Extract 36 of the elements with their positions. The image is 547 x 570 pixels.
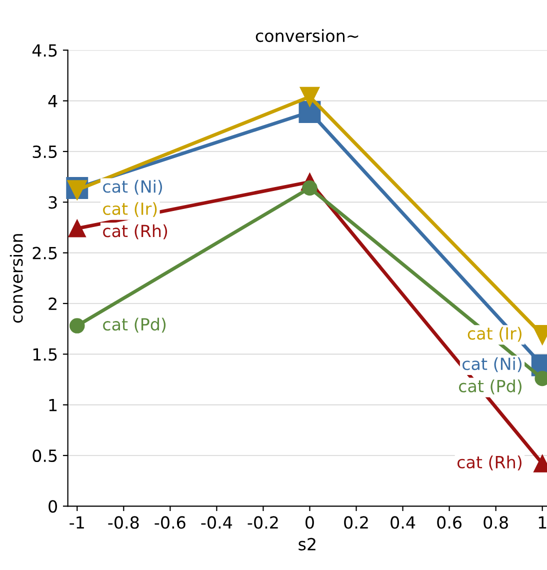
y-tick-label: 4: [48, 95, 58, 108]
text: cat (Pd): [458, 379, 522, 394]
y-tick-label: 2: [48, 297, 56, 310]
y-tick-label: 3.5: [32, 145, 57, 158]
point: [68, 220, 86, 238]
series-label: cat (Ni): [103, 180, 162, 195]
point: [300, 86, 320, 107]
text: cat (Ir): [103, 202, 157, 217]
x-axis-title: s2: [298, 538, 316, 550]
x-tick-label: 0.2: [344, 516, 368, 529]
y-tick-label: 3: [48, 196, 57, 209]
text: cat (Ni): [462, 357, 522, 372]
x-tick-label: 0.8: [484, 516, 508, 529]
x-tick-label: -0.2: [248, 516, 278, 529]
y-tick-label: 4.5: [32, 44, 57, 57]
text: cat (Rh): [457, 456, 522, 470]
y-tick-label: 1.5: [33, 348, 57, 361]
x-tick-label: -0.4: [201, 516, 232, 529]
y-tick-label: 0: [48, 500, 57, 513]
chart-title: conversion~: [256, 29, 358, 42]
y-tick-label: 0.5: [32, 449, 57, 462]
series-label: cat (Rh): [103, 224, 168, 240]
point: [69, 318, 85, 334]
x-tick-label: -0.6: [154, 516, 186, 529]
x-tick-label: 1: [538, 516, 546, 529]
series-label: cat (Ir): [468, 326, 522, 342]
series-label: cat (Pd): [103, 318, 166, 333]
y-tick-label: 2.5: [32, 246, 57, 260]
x-tick-label: 0: [306, 516, 314, 529]
point: [302, 180, 318, 196]
y-tick-label: 1: [49, 399, 57, 412]
x-tick-label: -0.8: [108, 516, 139, 529]
x-tick-label: 0.6: [437, 516, 462, 529]
x-tick-label: -1: [70, 516, 84, 529]
x-tick-label: 0.4: [390, 516, 416, 529]
y-axis-title: conversion: [10, 234, 23, 323]
